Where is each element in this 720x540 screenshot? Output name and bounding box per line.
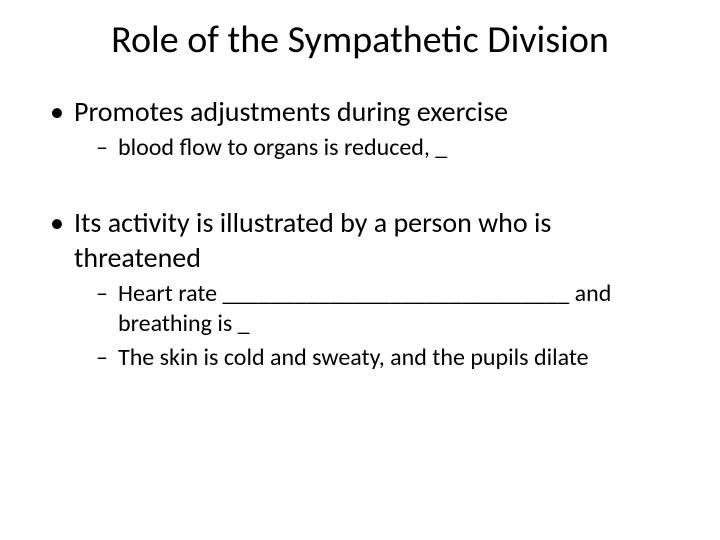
sub-bullet-item: Heart rate _____________________________… <box>96 279 672 339</box>
sub-bullet-text: The skin is cold and sweaty, and the pup… <box>118 343 589 372</box>
sub-bullet-list: Heart rate _____________________________… <box>96 279 672 373</box>
sub-bullet-text: blood flow to organs is reduced, _ <box>118 133 447 162</box>
bullet-text: Promotes adjustments during exercise <box>74 94 508 129</box>
spacer <box>48 169 672 205</box>
bullet-list: Its activity is illustrated by a person … <box>48 205 672 373</box>
bullet-list: Promotes adjustments during exercise blo… <box>48 94 672 163</box>
bullet-item: Promotes adjustments during exercise blo… <box>48 94 672 163</box>
sub-bullet-text: Heart rate _____________________________… <box>118 279 611 338</box>
sub-bullet-list: blood flow to organs is reduced, _ <box>96 133 672 163</box>
bullet-item: Its activity is illustrated by a person … <box>48 205 672 373</box>
slide-title: Role of the Sympathetic Division <box>48 20 672 62</box>
bullet-text: Its activity is illustrated by a person … <box>74 205 551 275</box>
sub-bullet-item: blood flow to organs is reduced, _ <box>96 133 672 163</box>
slide: Role of the Sympathetic Division Promote… <box>0 0 720 540</box>
sub-bullet-item: The skin is cold and sweaty, and the pup… <box>96 343 672 373</box>
